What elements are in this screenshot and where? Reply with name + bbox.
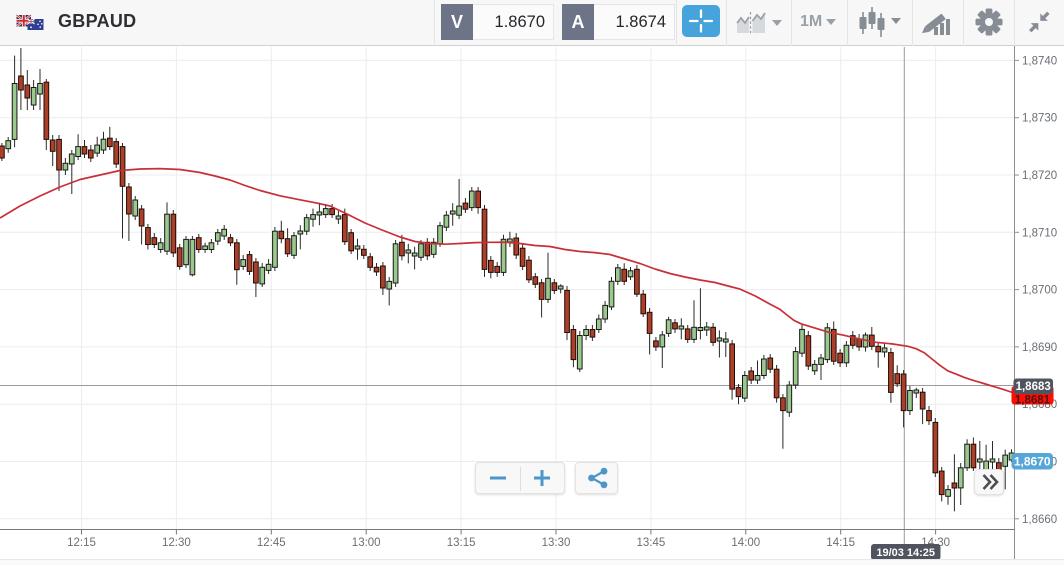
svg-text:1,8681: 1,8681 [1015,395,1051,407]
svg-text:12:45: 12:45 [257,537,286,549]
svg-text:1,8660: 1,8660 [1022,514,1057,526]
svg-text:19/03 14:25: 19/03 14:25 [876,547,935,559]
svg-text:13:30: 13:30 [542,537,571,549]
svg-text:1,8670: 1,8670 [1014,454,1051,468]
svg-text:14:15: 14:15 [826,537,855,549]
svg-text:1,8710: 1,8710 [1022,227,1057,239]
svg-text:13:15: 13:15 [447,537,476,549]
svg-text:14:00: 14:00 [731,537,760,549]
svg-text:1,8700: 1,8700 [1022,285,1057,297]
svg-text:1,8690: 1,8690 [1022,342,1057,354]
svg-text:1,8730: 1,8730 [1022,113,1057,125]
svg-text:1,8720: 1,8720 [1022,170,1057,182]
svg-text:12:30: 12:30 [162,537,191,549]
svg-text:13:45: 13:45 [637,537,666,549]
svg-text:1,8683: 1,8683 [1016,381,1051,393]
svg-text:12:15: 12:15 [67,537,96,549]
svg-text:13:00: 13:00 [352,537,381,549]
svg-text:1,8740: 1,8740 [1022,55,1057,67]
